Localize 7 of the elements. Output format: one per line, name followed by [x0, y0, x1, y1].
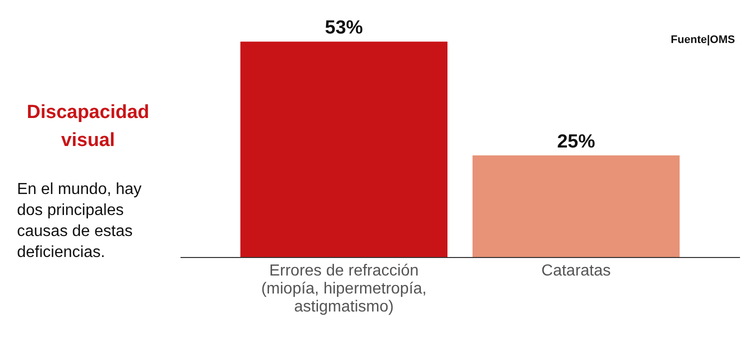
data-label: 25%	[557, 131, 596, 152]
text: Discapacidad visual	[26, 102, 150, 151]
annotation: Fuente|OMS	[670, 34, 735, 46]
text: En el mundo, hay dos principales causas de estas deficiencias.	[17, 181, 142, 261]
x-tick-label: Cataratas	[541, 262, 611, 280]
data-label: 53%	[324, 18, 364, 39]
x-tick-label: Errores de refracción (miopía, hipermetropía, astigmatismo)	[261, 262, 427, 316]
